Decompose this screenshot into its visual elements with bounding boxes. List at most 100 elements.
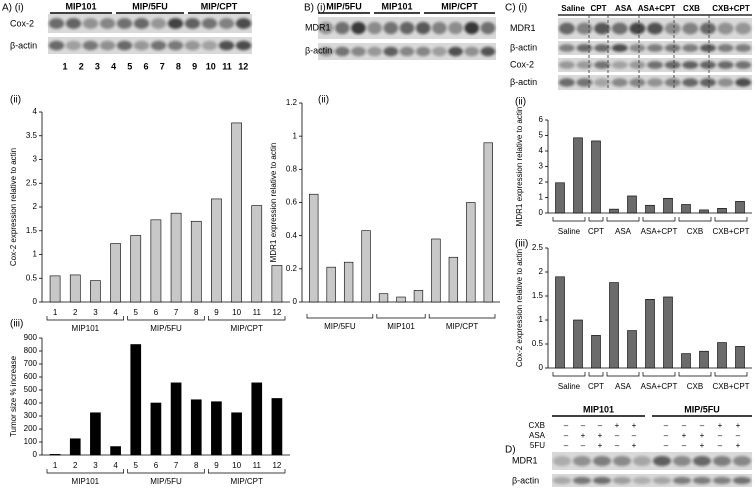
bar [211, 198, 222, 303]
y-tick-label: 1 [33, 250, 38, 259]
x-tick-label: 10 [232, 461, 241, 470]
blot-band [184, 40, 201, 51]
sign: – [664, 421, 669, 430]
sign: + [632, 421, 637, 430]
y-tick-label: 100 [24, 437, 38, 446]
bar [681, 204, 691, 214]
blot-band [367, 21, 382, 35]
bar [271, 398, 283, 456]
group-label: MIP101 [583, 404, 614, 414]
bar [663, 296, 673, 369]
x-tick-label: 3 [93, 308, 98, 317]
group-label: CPT [591, 4, 607, 13]
bar [49, 275, 61, 303]
group-bracket [46, 316, 125, 321]
bar [681, 353, 691, 369]
sign: + [736, 421, 741, 430]
blot-band [633, 476, 651, 485]
blot-band [633, 455, 651, 467]
blot-band [576, 44, 593, 52]
bar [591, 140, 601, 214]
row-label: Cox-2 [510, 59, 534, 69]
group-label: MIP/5FU [684, 404, 720, 414]
bar [591, 335, 601, 369]
y-tick-label: 0 [33, 297, 38, 306]
blot-band [65, 18, 82, 29]
blot-band [613, 455, 631, 467]
treatment-label: ASA [529, 431, 546, 440]
treatment-label: CXB [529, 421, 545, 430]
group-label: CPT [588, 382, 604, 391]
sign: – [664, 431, 669, 440]
group-label: MIP/5FU [150, 477, 182, 486]
blot-band [318, 21, 334, 35]
blot-band [629, 22, 646, 35]
y-tick-label: 300 [24, 411, 38, 420]
y-tick-label: 0.5 [26, 273, 38, 282]
bar [413, 290, 424, 303]
y-axis-label: Tumor size % increase [9, 355, 18, 437]
sign: – [632, 431, 637, 440]
blot-band [351, 21, 366, 35]
blot-band [184, 18, 201, 29]
blot-band [664, 22, 681, 35]
bar [190, 399, 202, 456]
blot-band [399, 46, 415, 57]
group-bracket [714, 372, 748, 377]
blot-band [432, 46, 447, 57]
blot-band [573, 476, 591, 485]
y-tick-label: 1.2 [286, 98, 298, 107]
bar [609, 208, 619, 214]
group-label: MIP/CPT [441, 1, 478, 11]
x-tick-label: 6 [154, 461, 159, 470]
bar [717, 342, 727, 369]
x-tick-label: 5 [134, 308, 139, 317]
bar [663, 197, 673, 214]
bar [573, 319, 583, 369]
blot-band [593, 455, 611, 467]
group-label: ASA+CPT [641, 382, 678, 391]
blot-band [201, 40, 218, 51]
y-tick-label: 0.8 [286, 164, 298, 173]
blot-band [735, 22, 752, 35]
blot-band [150, 40, 167, 51]
blot-band [594, 22, 611, 35]
x-tick-label: 8 [194, 461, 199, 470]
x-tick-label: 7 [174, 461, 179, 470]
y-tick-label: 0.5 [532, 339, 544, 348]
bar [483, 142, 493, 303]
blot-band [218, 40, 235, 51]
group-label: MIP/CPT [201, 1, 238, 11]
y-tick-label: 3 [33, 155, 38, 164]
y-tick-label: 2 [33, 202, 38, 211]
lane-label: 8 [176, 61, 181, 71]
bar [396, 296, 406, 303]
blot-band [629, 44, 646, 52]
sign: – [564, 431, 569, 440]
group-label: CXB [687, 382, 703, 391]
blot-band [693, 455, 711, 467]
blot-band [647, 61, 663, 69]
blot-band [594, 78, 611, 87]
blot-band [682, 61, 699, 69]
lane-label: 4 [111, 61, 116, 71]
lane-label: 2 [79, 61, 84, 71]
panel-label: (ii) [10, 95, 21, 106]
blot-band [593, 476, 611, 485]
blot-band [647, 44, 663, 52]
blot-band [673, 476, 691, 485]
group-label: MIP/5FU [326, 1, 362, 11]
y-tick-label: 0 [539, 208, 544, 217]
blot-band [167, 40, 184, 51]
blot-band [334, 21, 350, 35]
sign: – [736, 431, 741, 440]
sign: – [718, 431, 723, 440]
group-label: MIP101 [72, 477, 100, 486]
row-label: Cox-2 [10, 18, 34, 28]
bar [130, 235, 142, 303]
blot-band [480, 46, 496, 57]
sign: + [736, 441, 741, 450]
lane-label: 7 [160, 61, 165, 71]
